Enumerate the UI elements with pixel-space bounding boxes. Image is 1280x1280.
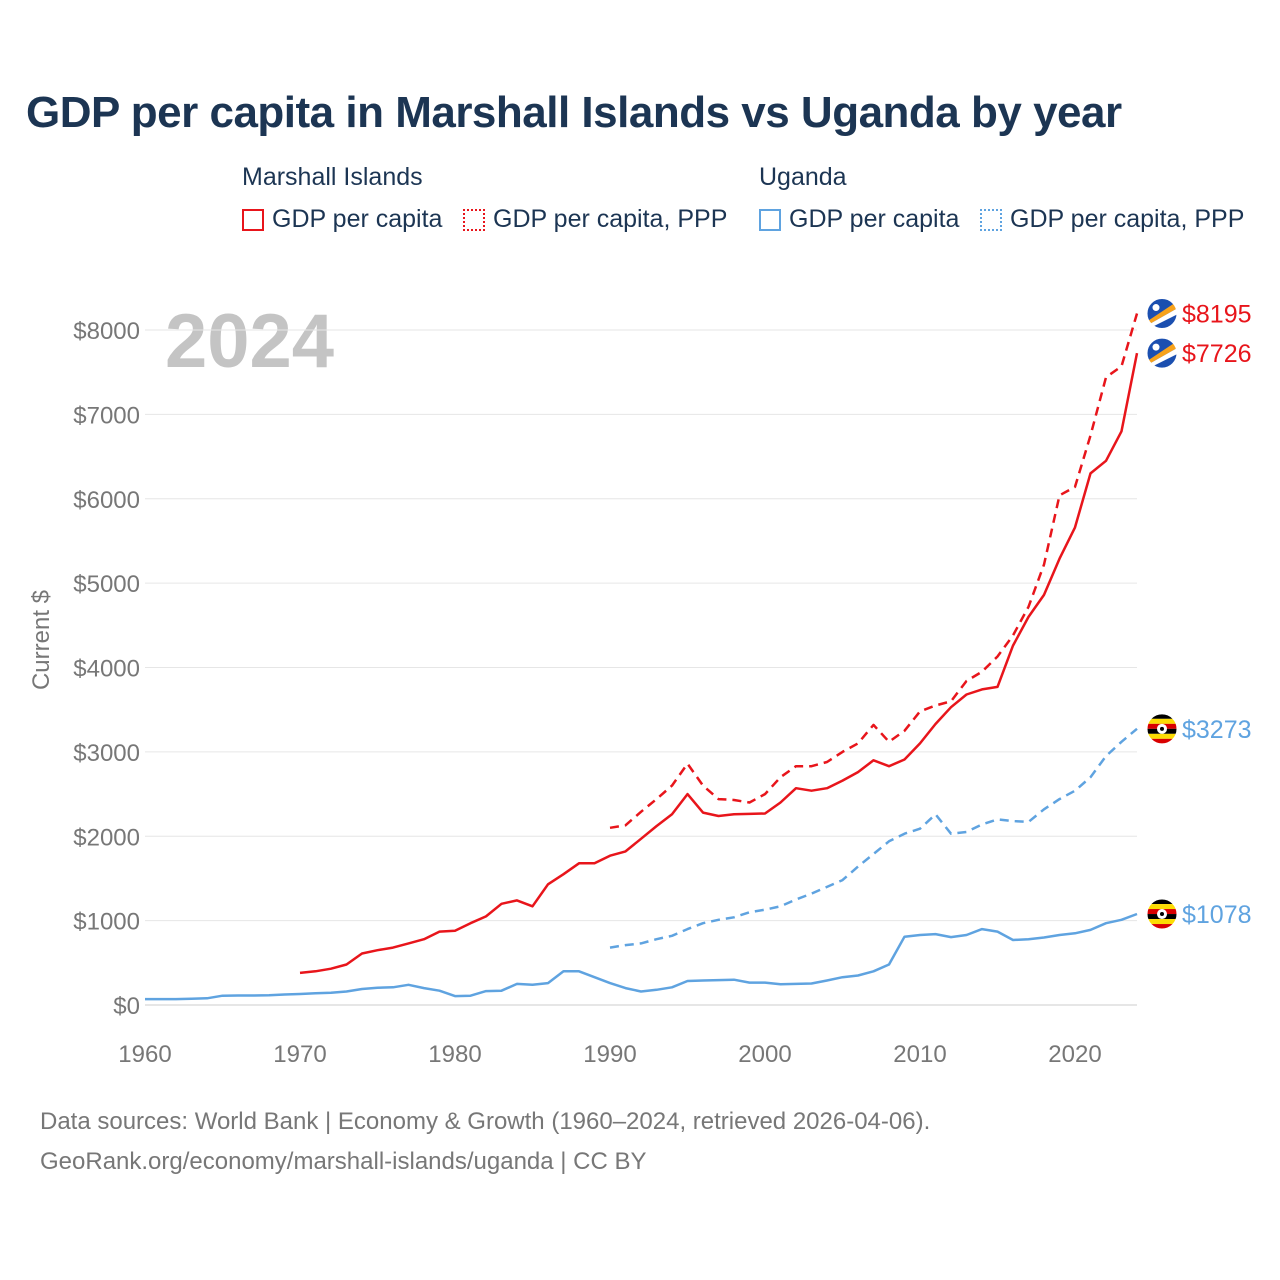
x-tick-label: 2010 (893, 1041, 946, 1068)
year-watermark: 2024 (165, 299, 335, 384)
y-tick-label: $7000 (73, 402, 140, 429)
series-line-2 (145, 912, 1138, 1001)
series-end-label: $8195 (1182, 301, 1252, 329)
legend-swatch-solid-blue (759, 208, 781, 231)
legend-label: GDP per capita (272, 205, 443, 233)
legend-label: GDP per capita (789, 205, 960, 233)
y-tick-label: $5000 (73, 571, 140, 598)
marshall-islands-flag-icon (1146, 337, 1178, 369)
footer-credit: GeoRank.org/economy/marshall-islands/uga… (40, 1148, 647, 1175)
x-tick-label: 1960 (118, 1041, 171, 1068)
legend-swatch-dotted-blue (980, 208, 1002, 231)
chart-title: GDP per capita in Marshall Islands vs Ug… (26, 88, 1122, 137)
series-line-0 (299, 352, 1139, 975)
uganda-flag-icon (1146, 898, 1178, 930)
y-tick-label: $1000 (73, 909, 140, 936)
legend-label: GDP per capita, PPP (493, 205, 728, 233)
y-tick-label: $4000 (73, 656, 140, 683)
y-tick-label: $8000 (73, 318, 140, 345)
y-tick-label: $6000 (73, 487, 140, 514)
series-end-label: $1078 (1182, 901, 1252, 929)
footer-sources: Data sources: World Bank | Economy & Gro… (40, 1108, 931, 1135)
legend-group-marshall-islands: Marshall Islands (242, 163, 423, 191)
legend-group-uganda: Uganda (759, 163, 847, 191)
series-end-label: $7726 (1182, 340, 1252, 368)
legend-label: GDP per capita, PPP (1010, 205, 1245, 233)
x-tick-label: 1990 (583, 1041, 636, 1068)
legend-item-marshall-gdp[interactable]: GDP per capita (242, 205, 442, 234)
x-tick-label: 2000 (738, 1041, 791, 1068)
series-end-label: $3273 (1182, 716, 1252, 744)
y-tick-label: $2000 (73, 824, 140, 851)
legend-item-uganda-gdp-ppp[interactable]: GDP per capita, PPP (980, 205, 1244, 234)
legend-swatch-dotted-red (463, 208, 485, 231)
x-tick-label: 1980 (428, 1041, 481, 1068)
y-tick-label: $0 (113, 993, 140, 1020)
legend-item-uganda-gdp[interactable]: GDP per capita (759, 205, 959, 234)
marshall-islands-flag-icon (1146, 298, 1178, 330)
uganda-flag-icon (1146, 713, 1178, 745)
y-tick-label: $3000 (73, 740, 140, 767)
x-tick-label: 1970 (273, 1041, 326, 1068)
x-tick-label: 2020 (1048, 1041, 1101, 1068)
series-line-1 (609, 313, 1139, 830)
legend-swatch-solid-red (242, 208, 264, 231)
series-line-3 (609, 727, 1138, 949)
legend-item-marshall-gdp-ppp[interactable]: GDP per capita, PPP (463, 205, 727, 234)
